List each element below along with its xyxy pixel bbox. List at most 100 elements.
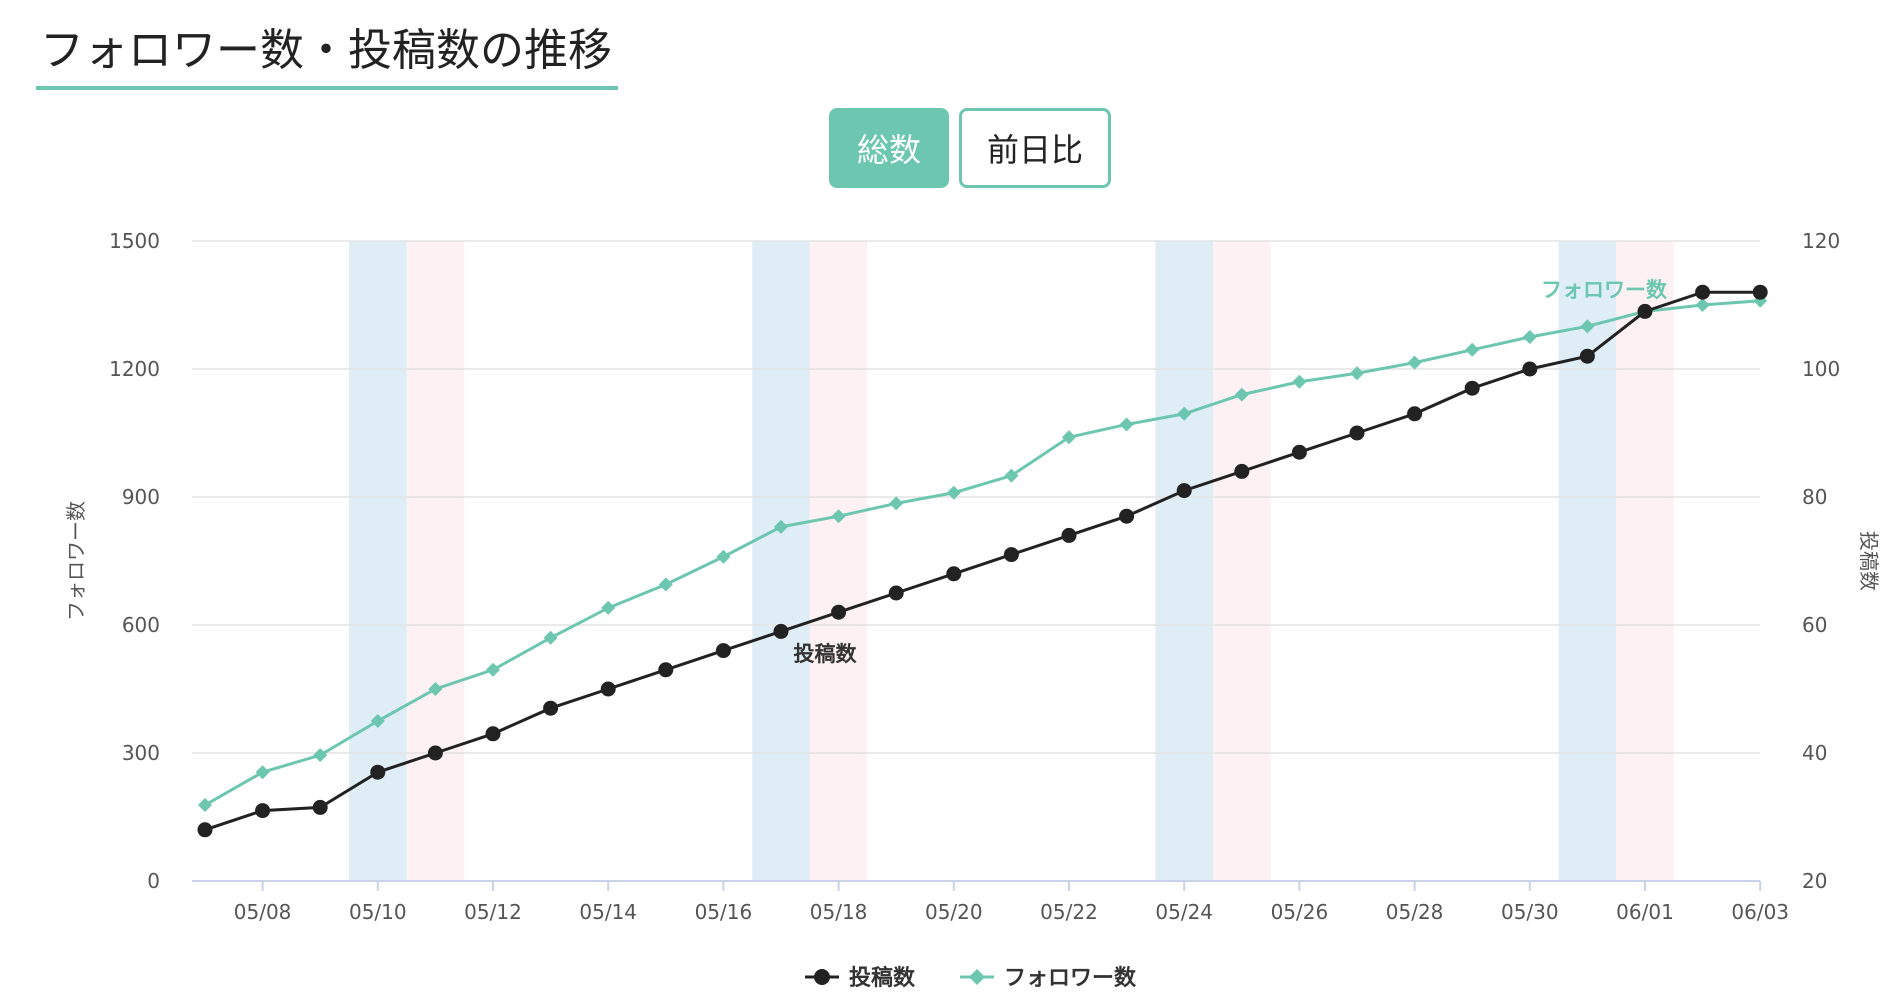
x-tick-label: 05/10 <box>349 900 407 924</box>
followers-point <box>1004 468 1019 483</box>
followers-point <box>658 577 673 592</box>
posts-point <box>1003 547 1019 563</box>
followers-point <box>543 630 558 645</box>
sunday-band-06-01 <box>1616 241 1674 881</box>
title-block: フォロワー数・投稿数の推移 <box>36 14 618 90</box>
followers-point <box>1465 342 1480 357</box>
posts-point <box>1407 406 1423 422</box>
posts-point <box>1176 483 1192 499</box>
saturday-band-05-24 <box>1155 241 1213 881</box>
posts-point <box>370 764 386 780</box>
y-right-tick-label: 40 <box>1802 741 1827 765</box>
posts-point <box>831 604 847 620</box>
posts-point <box>715 643 731 659</box>
posts-line <box>204 290 1761 832</box>
followers-line <box>204 299 1761 807</box>
posts-point <box>658 662 674 678</box>
x-tick-label: 05/22 <box>1040 900 1098 924</box>
followers-point <box>198 798 212 813</box>
posts-point <box>312 799 328 815</box>
followers-point <box>1062 430 1076 445</box>
x-tick-label: 05/24 <box>1155 900 1213 924</box>
grid-lines <box>192 240 1760 754</box>
x-axis: 05/08 05/10 05/12 05/14 05/16 05/18 05/20 05/22… <box>192 880 1789 924</box>
y-axis-left: 0 300 600 900 1200 1500 <box>109 229 160 893</box>
followers-point <box>1407 355 1422 370</box>
y-left-tick-label: 300 <box>122 741 160 765</box>
y-right-tick-label: 20 <box>1802 869 1827 893</box>
posts-point <box>1637 303 1653 319</box>
y-axis-left-title: フォロワー数 <box>64 501 88 621</box>
series-markers <box>197 284 1768 838</box>
x-tick-label: 05/16 <box>695 900 753 924</box>
followers-point <box>1292 374 1307 389</box>
y-left-tick-label: 900 <box>122 485 160 509</box>
y-left-tick-label: 600 <box>122 613 160 637</box>
x-tick-label: 05/12 <box>464 900 522 924</box>
y-left-tick-label: 0 <box>147 869 160 893</box>
x-tick-label: 05/26 <box>1271 900 1329 924</box>
followers-point <box>1234 387 1249 402</box>
weekend-bands <box>349 241 1674 881</box>
followers-point <box>313 748 328 763</box>
posts-point <box>255 803 271 819</box>
posts-point <box>427 745 443 761</box>
total-button[interactable]: 総数 <box>829 108 949 188</box>
posts-point <box>600 681 616 697</box>
x-tick-label: 05/08 <box>234 900 292 924</box>
y-axis-right-title: 投稿数 <box>1857 531 1881 591</box>
posts-point <box>485 726 501 742</box>
posts-series-label: 投稿数 <box>794 642 858 666</box>
followers-point <box>428 682 443 696</box>
x-tick-label: 05/30 <box>1501 900 1559 924</box>
page-title: フォロワー数・投稿数の推移 <box>36 14 618 90</box>
posts-point <box>1349 425 1365 441</box>
day-diff-button[interactable]: 前日比 <box>959 108 1111 188</box>
x-tick-label: 05/28 <box>1386 900 1444 924</box>
view-toggle: 総数 前日比 <box>829 108 1111 188</box>
legend-label-posts: 投稿数 <box>849 965 916 991</box>
x-tick-label: 06/01 <box>1616 900 1674 924</box>
posts-point <box>1291 444 1307 460</box>
followers-point <box>774 519 788 534</box>
x-tick-label: 05/18 <box>810 900 868 924</box>
followers-point <box>946 485 961 500</box>
y-left-tick-label: 1500 <box>109 229 160 253</box>
y-axis-right: 20 40 60 80 100 120 <box>1802 229 1840 893</box>
y-right-tick-label: 100 <box>1802 357 1840 381</box>
x-tick-label: 05/20 <box>925 900 983 924</box>
y-right-tick-label: 80 <box>1802 485 1827 509</box>
posts-point <box>1119 508 1135 524</box>
posts-point <box>1752 284 1768 300</box>
followers-point <box>1695 298 1710 312</box>
sunday-band-05-18 <box>809 241 868 881</box>
series-lines <box>204 290 1761 832</box>
y-left-tick-label: 1200 <box>109 357 160 381</box>
posts-point <box>946 566 962 582</box>
x-tick-label: 06/03 <box>1731 900 1789 924</box>
y-right-tick-label: 120 <box>1802 229 1840 253</box>
posts-point <box>1522 361 1538 377</box>
posts-point <box>197 822 213 838</box>
followers-point <box>716 549 731 564</box>
posts-point <box>1579 348 1595 364</box>
posts-point <box>1061 527 1077 543</box>
saturday-band-05-31 <box>1558 241 1617 881</box>
followers-point <box>255 765 270 780</box>
followers-point <box>486 662 500 677</box>
posts-point <box>888 585 904 601</box>
legend-item-posts[interactable]: 投稿数 <box>805 965 916 991</box>
followers-point <box>1177 406 1192 421</box>
posts-point <box>1464 380 1480 396</box>
y-right-tick-label: 60 <box>1802 613 1827 637</box>
legend-item-followers[interactable]: フォロワー数 <box>960 965 1137 991</box>
sunday-band-05-11 <box>406 241 465 881</box>
posts-point <box>543 700 559 716</box>
followers-point <box>1580 319 1595 334</box>
followers-series-label: フォロワー数 <box>1541 278 1668 302</box>
followers-point <box>1350 366 1364 381</box>
posts-point <box>773 623 789 639</box>
legend-label-followers: フォロワー数 <box>1004 965 1137 991</box>
legend: 投稿数 フォロワー数 <box>805 965 1137 991</box>
